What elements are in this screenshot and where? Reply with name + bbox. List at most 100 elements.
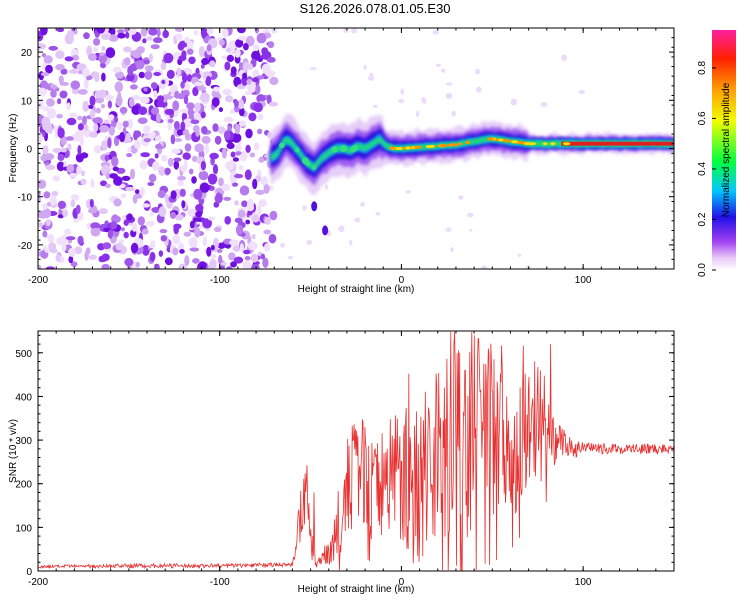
noise-blob <box>109 173 118 179</box>
noise-blob <box>280 242 286 248</box>
noise-blob <box>206 28 214 35</box>
noise-blob <box>173 224 179 235</box>
noise-blob <box>200 160 206 171</box>
noise-blob <box>450 247 454 252</box>
noise-blob <box>98 208 108 215</box>
noise-blob <box>239 185 250 196</box>
noise-blob <box>143 59 150 65</box>
noise-blob <box>125 32 130 39</box>
noise-blob <box>153 72 162 76</box>
noise-blob <box>82 67 90 79</box>
y-tick-label: 0 <box>26 145 32 156</box>
spectrogram-y-label: Frequency (Hz) <box>8 114 19 183</box>
spectral-hotspot <box>312 165 317 170</box>
noise-blob <box>216 127 226 134</box>
noise-blob <box>156 113 161 123</box>
noise-blob <box>156 100 165 108</box>
noise-blob <box>263 229 272 235</box>
noise-blob <box>251 214 260 223</box>
noise-blob <box>51 190 59 197</box>
noise-blob <box>474 68 481 75</box>
noise-blob <box>89 198 94 208</box>
noise-blob <box>469 228 473 232</box>
noise-blob <box>42 145 49 155</box>
noise-blob <box>234 173 244 179</box>
noise-blob <box>212 164 219 175</box>
noise-blob <box>238 107 245 117</box>
noise-blob <box>270 28 278 34</box>
noise-blob <box>70 261 78 267</box>
noise-blob <box>127 28 137 35</box>
noise-blob <box>77 145 82 156</box>
noise-blob <box>40 154 48 162</box>
noise-blob <box>188 237 198 248</box>
noise-blob <box>210 253 217 259</box>
noise-blob <box>517 253 521 257</box>
spectral-hotspot <box>395 147 404 150</box>
noise-blob <box>80 178 87 186</box>
noise-blob <box>57 214 64 219</box>
x-tick-label: -100 <box>210 275 230 286</box>
noise-blob <box>142 38 147 44</box>
noise-blob <box>218 254 223 265</box>
noise-blob <box>375 211 381 216</box>
noise-blob <box>540 102 548 107</box>
noise-blob <box>186 102 195 110</box>
spectrogram-x-label: Height of straight line (km) <box>298 284 415 295</box>
noise-blob <box>230 66 237 75</box>
noise-blob <box>264 243 271 252</box>
noise-blob <box>131 222 138 232</box>
noise-blob <box>248 112 257 122</box>
noise-blob <box>191 176 197 184</box>
noise-blob <box>193 29 198 36</box>
noise-blob <box>131 95 141 101</box>
noise-blob <box>38 264 42 269</box>
noise-blob <box>243 249 251 255</box>
noise-blob <box>101 72 106 82</box>
y-tick-label: 100 <box>15 523 32 534</box>
noise-blob <box>237 99 245 110</box>
noise-blob <box>251 263 260 269</box>
noise-blob <box>372 104 378 109</box>
noise-blob <box>239 243 244 253</box>
noise-blob <box>481 265 488 269</box>
noise-blob <box>237 28 246 34</box>
noise-blob <box>253 44 260 52</box>
noise-blob <box>191 155 198 162</box>
spectral-hotspot <box>416 145 422 149</box>
spectral-hotspot <box>502 139 511 143</box>
x-tick-label: -200 <box>28 577 48 588</box>
noise-blob <box>44 122 52 134</box>
noise-blob <box>251 77 260 83</box>
noise-blob <box>192 125 200 133</box>
noise-blob <box>42 230 48 238</box>
noise-blob <box>56 161 65 172</box>
noise-blob <box>90 178 95 189</box>
noise-blob <box>126 73 135 82</box>
noise-blob <box>268 233 277 244</box>
noise-blob <box>264 216 271 225</box>
noise-blob <box>223 196 232 201</box>
page-title: S126.2026.078.01.05.E30 <box>299 1 451 16</box>
noise-blob <box>105 47 116 59</box>
noise-blob <box>338 225 345 233</box>
noise-blob <box>164 108 175 115</box>
noise-blob <box>176 129 183 136</box>
noise-blob <box>215 192 222 199</box>
noise-blob <box>254 28 260 34</box>
noise-blob <box>230 261 237 268</box>
noise-blob <box>198 261 207 269</box>
noise-blob <box>99 125 109 133</box>
noise-blob <box>93 46 99 53</box>
noise-blob <box>225 95 234 103</box>
noise-blob <box>86 75 91 81</box>
noise-blob <box>167 157 174 167</box>
noise-blob <box>363 64 367 70</box>
noise-blob <box>68 255 74 264</box>
noise-blob <box>83 79 89 90</box>
noise-blob <box>257 128 263 135</box>
x-tick-label: 0 <box>399 577 405 588</box>
noise-blob <box>122 120 129 128</box>
noise-blob <box>115 242 124 251</box>
